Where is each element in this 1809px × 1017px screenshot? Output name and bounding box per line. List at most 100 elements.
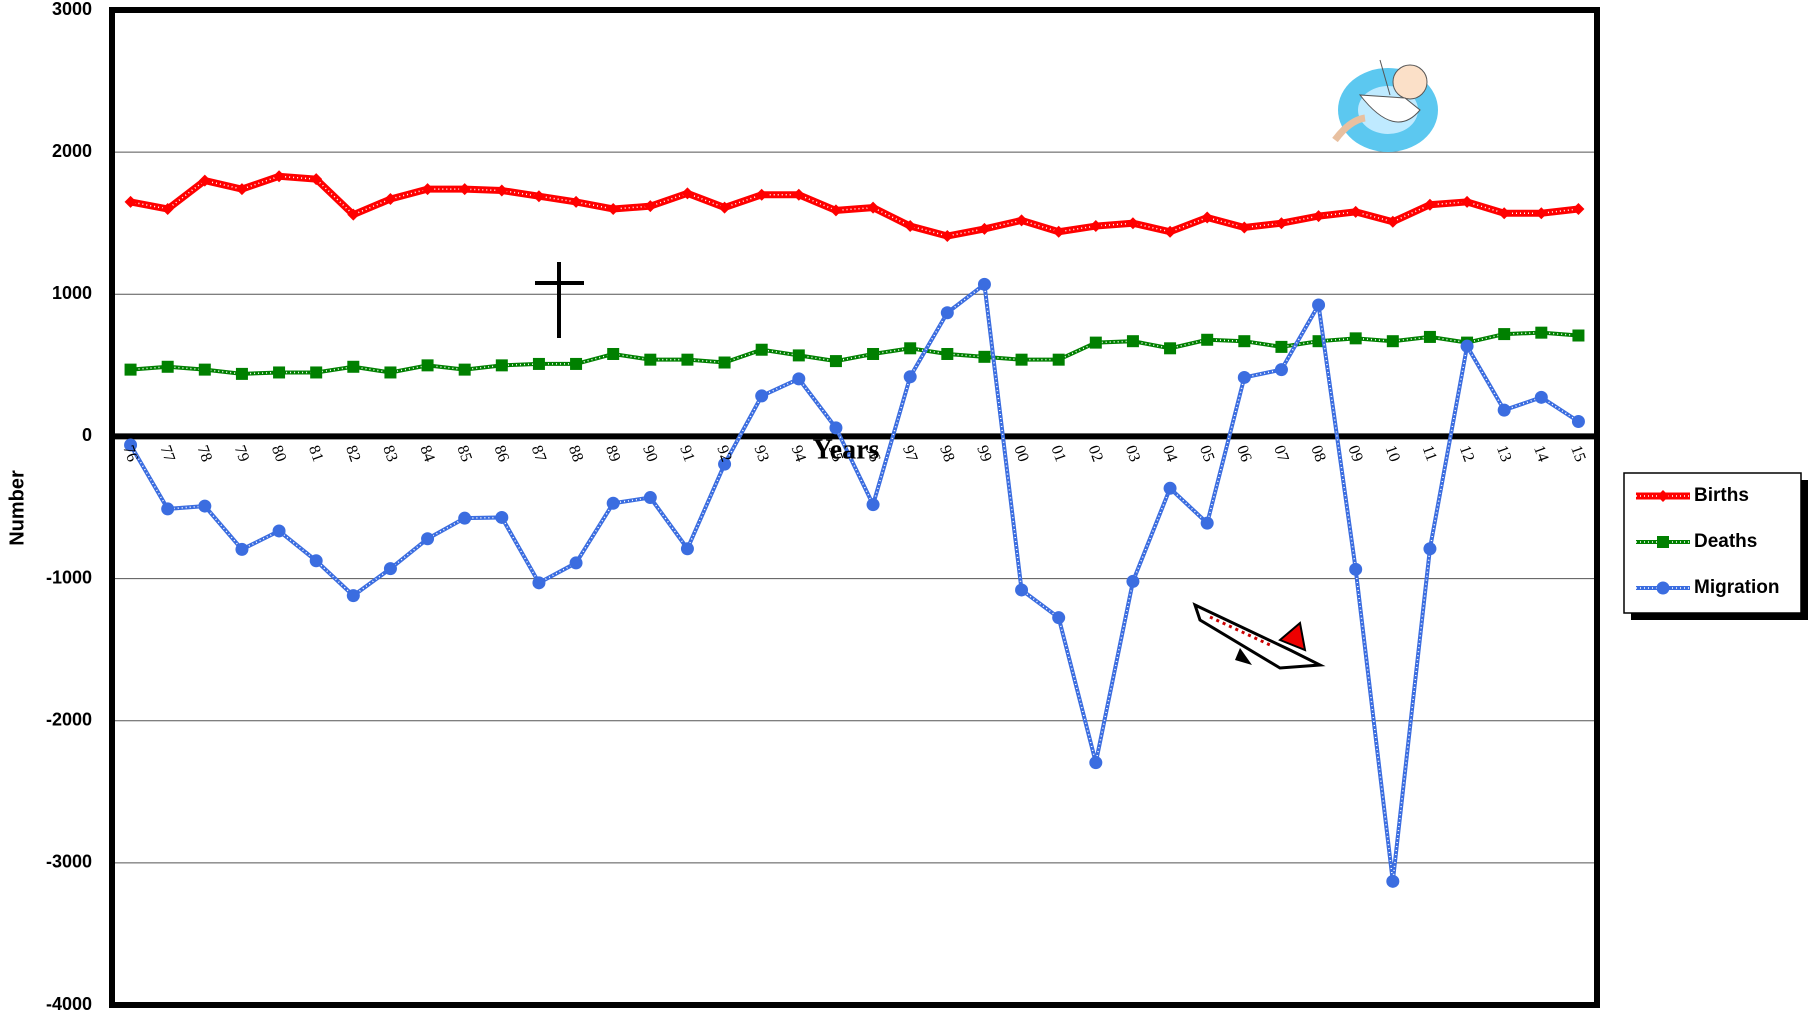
point xyxy=(903,370,917,384)
point xyxy=(904,220,917,233)
y-axis-label: Number xyxy=(6,470,28,546)
x-tick-label: 04 xyxy=(1159,443,1180,464)
series-line-dots xyxy=(130,175,1579,237)
point xyxy=(718,356,731,369)
point xyxy=(532,357,545,370)
point xyxy=(1423,198,1436,211)
x-axis-label: Years xyxy=(813,434,880,465)
x-tick-label: 79 xyxy=(231,443,252,464)
point xyxy=(680,542,694,556)
point xyxy=(867,201,880,214)
point xyxy=(1498,328,1511,341)
point xyxy=(1497,403,1511,417)
point xyxy=(1052,353,1065,366)
x-tick-label: 90 xyxy=(639,443,660,464)
x-tick-label: 08 xyxy=(1307,443,1328,464)
cross-icon xyxy=(535,262,584,338)
point xyxy=(1274,363,1288,377)
x-tick-label: 12 xyxy=(1456,443,1477,464)
point xyxy=(1237,370,1251,384)
point xyxy=(1498,207,1511,220)
series-line-dots xyxy=(129,282,1579,882)
point xyxy=(495,510,509,524)
x-tick-label: 87 xyxy=(528,443,549,464)
point xyxy=(1312,298,1326,312)
series-line xyxy=(129,172,1579,240)
point xyxy=(458,511,472,525)
point xyxy=(346,589,360,603)
point xyxy=(273,170,286,183)
point xyxy=(1089,220,1102,233)
point xyxy=(383,562,397,576)
point xyxy=(1460,339,1474,353)
point xyxy=(1534,390,1548,404)
legend-marker xyxy=(1657,490,1669,502)
x-tick-label: 81 xyxy=(305,443,326,464)
y-tick-label: -1000 xyxy=(46,567,92,587)
x-tick-label: 83 xyxy=(379,443,400,464)
point xyxy=(1238,335,1251,348)
x-tick-label: 82 xyxy=(342,443,363,464)
point xyxy=(941,347,954,360)
point xyxy=(532,190,545,203)
point xyxy=(1089,336,1102,349)
point xyxy=(458,363,471,376)
point xyxy=(1201,333,1214,346)
point xyxy=(235,183,248,196)
point xyxy=(310,366,323,379)
x-tick-label: 78 xyxy=(194,443,215,464)
point xyxy=(681,353,694,366)
point xyxy=(198,363,211,376)
x-tick-label: 07 xyxy=(1270,443,1291,464)
point xyxy=(978,350,991,363)
point xyxy=(829,355,842,368)
x-tick-label: 96 xyxy=(862,443,883,464)
x-tick-label: 03 xyxy=(1122,443,1143,464)
point xyxy=(1275,340,1288,353)
point xyxy=(235,367,248,380)
point xyxy=(570,357,583,370)
point xyxy=(1164,342,1177,355)
point xyxy=(124,363,137,376)
x-tick-label: 99 xyxy=(973,443,994,464)
x-tick-label: 94 xyxy=(788,443,809,464)
point xyxy=(1126,335,1139,348)
point xyxy=(1349,205,1362,218)
y-tick-label: 3000 xyxy=(52,0,92,19)
point xyxy=(570,195,583,208)
point xyxy=(1349,562,1363,576)
legend-label: Deaths xyxy=(1694,531,1757,552)
x-tick-label: 77 xyxy=(156,443,177,464)
point xyxy=(161,203,174,215)
point xyxy=(1015,214,1028,227)
legend-marker xyxy=(1657,536,1669,548)
point xyxy=(569,556,583,570)
point xyxy=(978,222,991,235)
point xyxy=(607,203,620,215)
point xyxy=(161,502,175,516)
point xyxy=(1015,353,1028,366)
point xyxy=(1201,211,1214,224)
y-tick-label: -4000 xyxy=(46,994,92,1014)
series-line xyxy=(130,330,1579,376)
point xyxy=(977,277,991,291)
point xyxy=(867,347,880,360)
x-tick-label: 98 xyxy=(936,443,957,464)
point xyxy=(309,554,323,568)
point xyxy=(1126,574,1140,588)
x-tick-label: 01 xyxy=(1047,443,1068,464)
x-tick-label: 93 xyxy=(750,443,771,464)
x-tick-label: 76 xyxy=(119,443,140,464)
point xyxy=(1535,326,1548,339)
point xyxy=(607,347,620,360)
x-tick-label: 85 xyxy=(453,443,474,464)
point xyxy=(941,230,954,243)
point xyxy=(1423,542,1437,556)
point xyxy=(1386,874,1400,888)
point xyxy=(1052,611,1066,625)
point xyxy=(644,353,657,366)
point xyxy=(792,372,806,386)
point xyxy=(1571,415,1585,429)
point xyxy=(495,184,508,197)
